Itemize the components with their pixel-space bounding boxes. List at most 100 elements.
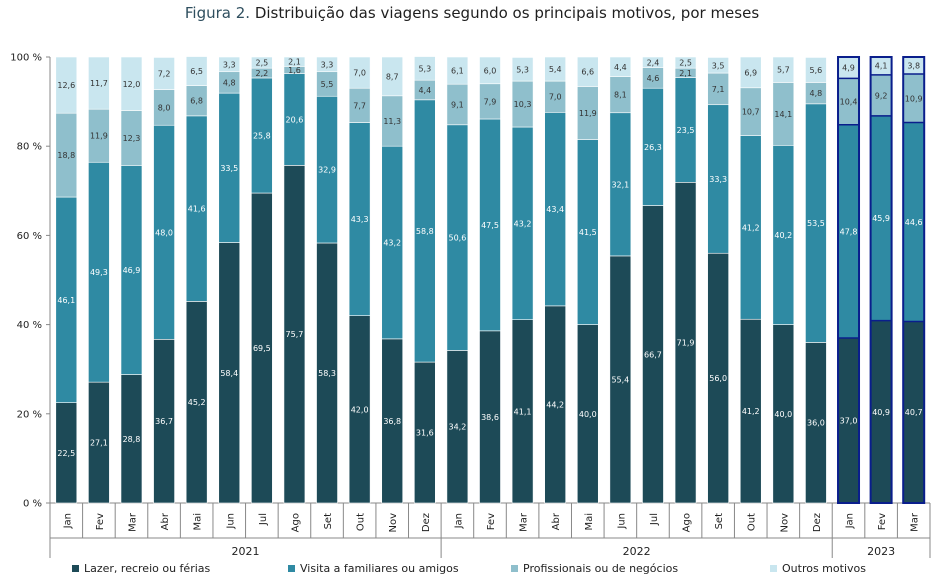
data-label: 44,6 xyxy=(905,218,923,227)
data-label: 53,5 xyxy=(807,219,825,228)
data-label: 12,6 xyxy=(57,81,75,90)
bar-segment xyxy=(185,56,208,86)
data-label: 3,3 xyxy=(321,60,334,69)
legend-label: Profissionais ou de negócios xyxy=(523,562,678,575)
data-label: 6,9 xyxy=(744,68,757,77)
data-label: 36,7 xyxy=(155,417,173,426)
data-label: 3,5 xyxy=(712,61,725,70)
legend-swatch xyxy=(770,565,777,572)
data-label: 10,9 xyxy=(905,94,923,103)
data-label: 12,3 xyxy=(123,134,141,143)
data-label: 6,0 xyxy=(484,66,497,75)
data-label: 2,4 xyxy=(647,58,660,67)
data-label: 33,3 xyxy=(709,175,727,184)
data-label: 40,0 xyxy=(774,410,792,419)
data-label: 7,2 xyxy=(158,70,171,79)
x-tick-label: Jan xyxy=(453,513,464,529)
x-tick-label: Jun xyxy=(616,513,627,530)
legend-swatch xyxy=(511,565,518,572)
bar-segment xyxy=(805,57,827,83)
data-label: 2,2 xyxy=(255,69,268,78)
x-tick-label: Mar xyxy=(519,512,530,532)
data-label: 2,5 xyxy=(255,59,268,68)
data-label: 37,0 xyxy=(840,416,858,425)
bar-segment xyxy=(544,56,566,82)
data-label: 75,7 xyxy=(286,330,304,339)
data-label: 5,3 xyxy=(418,64,431,73)
data-label: 3,8 xyxy=(907,61,920,70)
bar-segment xyxy=(88,56,110,110)
data-label: 49,3 xyxy=(90,268,108,277)
x-tick-label: Mai xyxy=(584,513,595,531)
group-label: 2021 xyxy=(232,545,260,558)
data-label: 10,3 xyxy=(514,100,532,109)
bar-segment xyxy=(739,56,762,89)
x-tick-label: Dez xyxy=(421,513,432,532)
data-label: 36,8 xyxy=(383,417,401,426)
data-label: 58,8 xyxy=(416,227,434,236)
data-label: 12,0 xyxy=(123,80,141,89)
y-tick-label: 20 % xyxy=(17,409,42,420)
legend-label: Outros motivos xyxy=(782,562,866,575)
data-label: 40,0 xyxy=(579,410,597,419)
data-label: 11,9 xyxy=(579,109,597,118)
y-tick-label: 40 % xyxy=(17,320,42,331)
data-label: 9,2 xyxy=(875,91,888,100)
data-label: 4,8 xyxy=(223,78,236,87)
legend-label: Lazer, recreio ou férias xyxy=(84,562,211,575)
data-label: 4,1 xyxy=(875,62,888,71)
bar-segment xyxy=(479,56,501,85)
data-label: 6,5 xyxy=(190,67,203,76)
data-label: 44,2 xyxy=(546,400,564,409)
group-label: 2022 xyxy=(623,545,651,558)
bar-segment xyxy=(511,57,534,82)
data-label: 41,6 xyxy=(188,205,206,214)
x-tick-label: Jul xyxy=(258,513,269,526)
data-label: 43,4 xyxy=(546,205,564,214)
bar-segment xyxy=(55,56,78,114)
data-label: 4,8 xyxy=(810,89,823,98)
data-label: 41,5 xyxy=(579,228,597,237)
x-tick-label: Ago xyxy=(682,513,693,532)
x-tick-label: Abr xyxy=(551,512,562,530)
chart-title: Figura 2. Distribuição das viagens segun… xyxy=(0,4,944,22)
data-label: 14,1 xyxy=(774,110,792,119)
x-tick-label: Set xyxy=(714,513,725,530)
x-tick-label: Jan xyxy=(62,513,73,529)
bar-segment xyxy=(316,56,338,73)
data-label: 11,9 xyxy=(90,132,108,141)
data-label: 46,9 xyxy=(123,266,141,275)
data-label: 27,1 xyxy=(90,439,108,448)
data-label: 8,7 xyxy=(386,72,399,81)
data-label: 8,1 xyxy=(614,91,627,100)
bar-segment xyxy=(348,56,371,89)
y-tick-label: 60 % xyxy=(17,231,42,242)
data-label: 32,1 xyxy=(611,180,629,189)
data-label: 41,2 xyxy=(742,223,760,232)
x-tick-label: Fev xyxy=(486,513,497,530)
x-tick-label: Out xyxy=(356,513,367,531)
data-label: 11,7 xyxy=(90,79,108,88)
x-tick-label: Mai xyxy=(193,513,204,531)
data-label: 6,8 xyxy=(190,97,203,106)
y-tick-label: 0 % xyxy=(23,499,42,510)
data-label: 9,1 xyxy=(451,100,464,109)
x-tick-label: Nov xyxy=(388,513,399,533)
data-label: 50,6 xyxy=(449,234,467,243)
highlight-outline xyxy=(902,56,926,504)
data-label: 7,0 xyxy=(549,93,562,102)
bar-segment xyxy=(251,56,273,69)
x-tick-label: Abr xyxy=(160,512,171,530)
data-label: 6,6 xyxy=(581,68,594,77)
data-label: 71,9 xyxy=(677,339,695,348)
data-label: 55,4 xyxy=(611,375,629,384)
data-label: 7,7 xyxy=(353,101,366,110)
data-label: 5,4 xyxy=(549,65,562,74)
data-label: 8,0 xyxy=(158,103,171,112)
data-label: 45,9 xyxy=(872,214,890,223)
bar-segment xyxy=(381,56,404,97)
x-tick-label: Nov xyxy=(779,513,790,533)
highlight-outline xyxy=(837,56,861,504)
data-label: 10,4 xyxy=(840,98,858,107)
bar-segment xyxy=(446,56,469,85)
